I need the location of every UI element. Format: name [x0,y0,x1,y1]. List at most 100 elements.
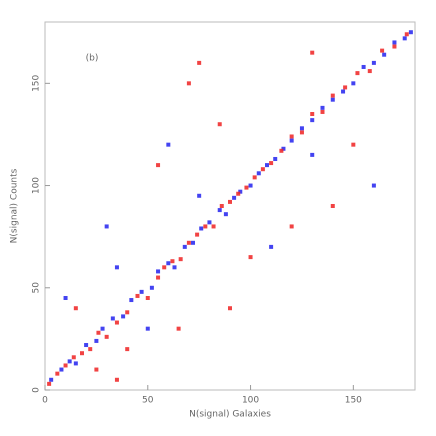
point [371,183,376,188]
point [219,204,224,208]
point [67,359,72,364]
point [47,381,52,386]
point [310,118,315,123]
point [217,208,222,213]
point [145,296,150,300]
point [244,185,249,190]
point [63,296,68,300]
x-tick-label: 50 [142,396,154,406]
point [310,152,315,157]
point [162,265,167,270]
point [330,204,335,208]
point [178,257,183,262]
point [351,81,356,86]
point [281,146,286,151]
y-axis-label: N(signal) Counts [10,168,20,243]
point [84,343,89,348]
point [100,326,105,331]
point [351,142,356,147]
point [104,334,109,339]
point [176,326,181,331]
point [207,220,212,225]
point [191,240,195,245]
y-tick-label: 100 [32,177,42,194]
point [156,269,161,274]
point [289,134,294,139]
point [114,265,119,270]
point [197,60,202,65]
point [320,109,325,114]
point [55,371,60,376]
point [156,163,161,168]
point [186,240,191,245]
x-tick-label: 150 [345,396,362,406]
point [248,255,253,260]
point [211,224,216,229]
point [73,306,78,311]
point [236,191,241,196]
point [310,112,315,116]
point [197,193,202,198]
point [149,285,154,290]
point [129,298,134,303]
point [238,189,243,194]
point [94,367,99,372]
point [382,52,387,57]
point [135,293,140,298]
point [330,93,335,98]
plot-frame [44,21,416,391]
y-tick-label: 0 [32,387,42,393]
point [355,71,360,76]
point [114,377,119,382]
point [265,163,269,168]
point [145,326,150,331]
point [125,310,130,315]
point [330,97,335,102]
point [252,175,257,180]
point [110,316,115,321]
point [166,261,171,266]
x-axis-label: N(signal) Galaxies [189,410,271,420]
point [49,377,54,382]
x-tick-label: 100 [242,396,259,406]
point [232,195,237,200]
point [361,64,366,69]
point [371,60,376,65]
point [228,199,232,204]
point [63,363,68,368]
point [139,289,144,294]
point [408,30,413,35]
point [256,171,261,176]
point [343,85,348,90]
point [96,330,101,335]
point [88,347,93,352]
point [341,89,346,94]
point [279,148,284,153]
point [310,50,315,55]
point [289,138,294,143]
point [121,314,126,319]
point [186,81,191,86]
point [228,306,232,311]
point [73,361,78,366]
point [104,224,109,229]
point [392,40,397,45]
point [269,244,274,249]
point [156,275,161,280]
point [367,69,372,74]
point [203,224,208,229]
y-tick-label: 150 [32,74,42,91]
point [289,224,294,229]
point [166,142,171,147]
point [125,347,130,352]
point [273,156,278,161]
point [392,44,397,49]
point [299,130,304,135]
x-tick-label: 0 [42,396,48,406]
point [94,338,99,343]
point [402,36,407,41]
y-tick-label: 50 [32,282,42,294]
point [260,167,265,172]
point [182,244,187,249]
point [404,32,409,37]
